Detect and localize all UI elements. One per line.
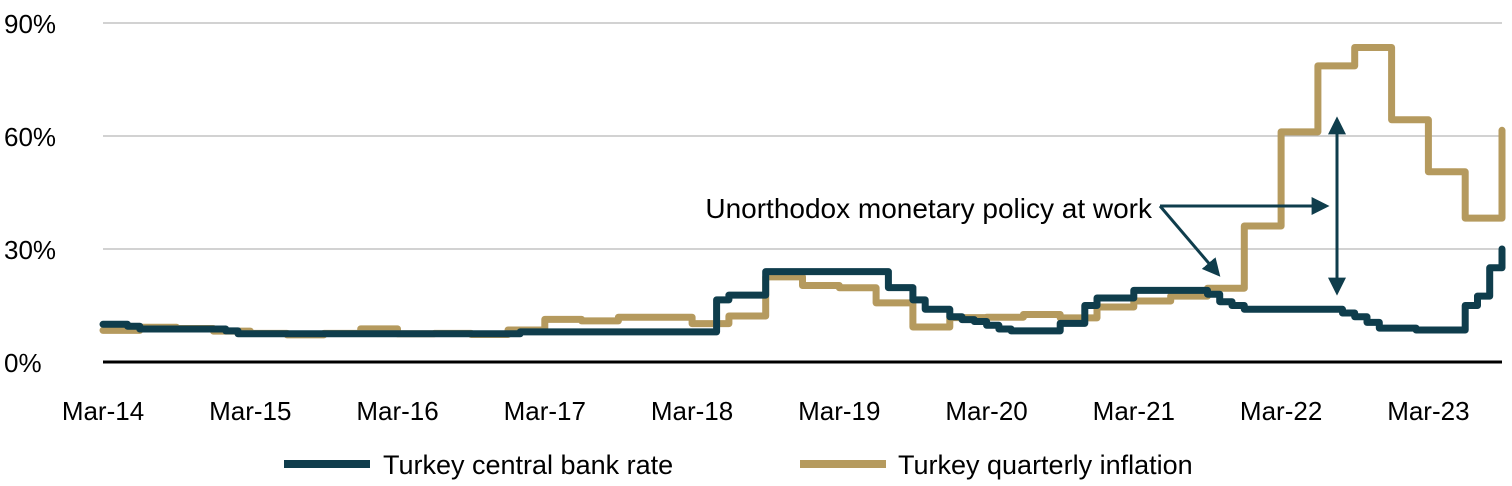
grid-lines bbox=[103, 22, 1502, 250]
series-line-0 bbox=[99, 245, 1506, 338]
axes: 0% 30% 60% 90% Mar-14 Mar-15 Mar-16 Mar-17 Mar-1… bbox=[4, 9, 1502, 426]
x-tick-label: Mar-17 bbox=[504, 396, 586, 426]
x-tick-label: Mar-14 bbox=[62, 396, 144, 426]
x-tick-label: Mar-19 bbox=[798, 396, 880, 426]
annotation-arrow-diagonal bbox=[1158, 205, 1221, 277]
x-tick-label: Mar-23 bbox=[1387, 396, 1469, 426]
x-tick-label: Mar-15 bbox=[209, 396, 291, 426]
y-tick-label: 60% bbox=[4, 122, 56, 152]
x-tick-label: Mar-18 bbox=[651, 396, 733, 426]
y-tick-label: 0% bbox=[4, 348, 42, 378]
legend-label-bank-rate: Turkey central bank rate bbox=[383, 450, 673, 480]
x-tick-label: Mar-16 bbox=[356, 396, 438, 426]
x-tick-label: Mar-22 bbox=[1240, 396, 1322, 426]
legend: Turkey central bank rate Turkey quarterl… bbox=[284, 450, 1193, 480]
y-tick-label: 90% bbox=[4, 9, 56, 39]
y-tick-label: 30% bbox=[4, 235, 56, 265]
x-tick-label: Mar-21 bbox=[1093, 396, 1175, 426]
legend-label-inflation: Turkey quarterly inflation bbox=[898, 450, 1193, 480]
series-lines bbox=[99, 44, 1506, 339]
annotation-group: Unorthodox monetary policy at work bbox=[705, 116, 1346, 296]
series-line-1 bbox=[99, 44, 1506, 339]
annotation-text: Unorthodox monetary policy at work bbox=[705, 193, 1153, 224]
x-tick-label: Mar-20 bbox=[945, 396, 1027, 426]
